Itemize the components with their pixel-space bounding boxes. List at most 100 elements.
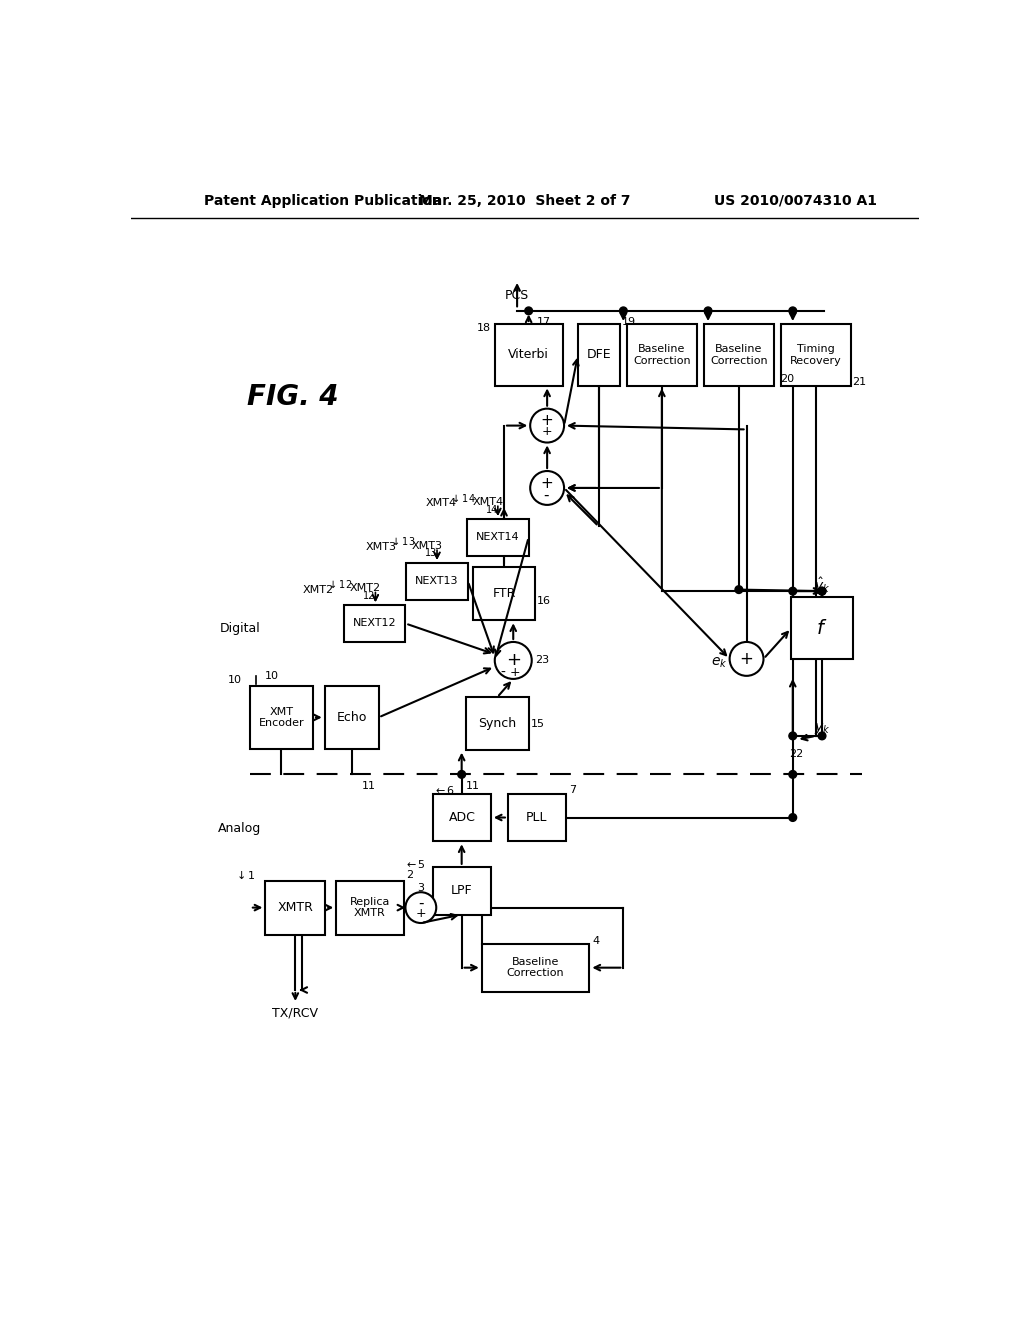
Text: FIG. 4: FIG. 4 [247,383,338,411]
Circle shape [788,587,797,595]
Text: NEXT13: NEXT13 [416,576,459,586]
Bar [336,880,403,935]
Text: 2: 2 [407,870,414,879]
Text: Replica
XMTR: Replica XMTR [350,896,390,919]
Text: 7: 7 [568,785,575,795]
Bar [433,867,490,915]
Text: Viterbi: Viterbi [508,348,549,362]
Circle shape [705,308,712,314]
Circle shape [788,813,797,821]
Circle shape [530,409,564,442]
Text: 13: 13 [425,548,437,558]
Text: DFE: DFE [587,348,611,362]
Text: Timing
Recovery: Timing Recovery [790,345,842,366]
Text: Baseline
Correction: Baseline Correction [507,957,564,978]
Bar [781,323,851,385]
Text: $\downarrow$12: $\downarrow$12 [328,578,352,590]
Bar [344,605,406,642]
Text: 11: 11 [466,781,479,791]
Text: 21: 21 [852,376,866,387]
Text: XMT4: XMT4 [472,496,504,507]
Text: +: + [542,425,552,438]
Bar [473,566,535,620]
Circle shape [818,733,826,739]
Bar [250,686,313,748]
Bar [265,880,326,935]
Text: US 2010/0074310 A1: US 2010/0074310 A1 [715,194,878,207]
Text: 16: 16 [538,597,551,606]
Text: XMT2: XMT2 [350,583,381,593]
Text: $\downarrow$1: $\downarrow$1 [234,869,256,880]
Text: +: + [506,652,521,669]
Circle shape [818,587,826,595]
Bar [578,323,621,385]
Text: $\hat{y}_k$: $\hat{y}_k$ [814,576,830,595]
Text: XMT2: XMT2 [303,585,334,594]
Text: Synch: Synch [478,717,516,730]
Text: Analog: Analog [218,822,261,834]
Text: +: + [739,649,754,668]
Text: Mar. 25, 2010  Sheet 2 of 7: Mar. 25, 2010 Sheet 2 of 7 [419,194,631,207]
Text: $\downarrow$13: $\downarrow$13 [389,536,415,548]
Text: 17: 17 [538,317,551,327]
Text: 3: 3 [418,883,424,892]
Bar [508,793,565,841]
Text: XMTR: XMTR [278,902,313,915]
Bar [467,519,528,556]
Text: 15: 15 [531,719,545,730]
Text: +: + [510,667,520,680]
Text: XMT3: XMT3 [412,541,442,550]
Circle shape [495,642,531,678]
Bar [495,323,562,385]
Circle shape [788,771,797,779]
Text: $\downarrow$14: $\downarrow$14 [451,492,476,503]
Text: Digital: Digital [219,622,260,635]
Bar [325,686,379,748]
Text: 10: 10 [265,671,280,681]
Text: ADC: ADC [449,810,475,824]
Text: NEXT14: NEXT14 [476,532,519,543]
Bar [466,697,528,750]
Text: FTR: FTR [493,587,516,601]
Text: Baseline
Correction: Baseline Correction [633,345,690,366]
Text: $\leftarrow$6: $\leftarrow$6 [433,784,455,796]
Circle shape [525,308,532,314]
Text: 23: 23 [535,656,549,665]
Bar [407,562,468,599]
Bar [433,793,490,841]
Text: 14: 14 [485,504,498,515]
Circle shape [735,586,742,594]
Text: $\leftarrow$5: $\leftarrow$5 [403,858,425,870]
Text: 20: 20 [779,374,794,384]
Circle shape [406,892,436,923]
Circle shape [818,587,826,595]
Text: $y_k$: $y_k$ [814,721,830,735]
Bar [628,323,696,385]
Text: 11: 11 [361,781,376,791]
Text: 12: 12 [364,591,376,601]
Text: NEXT12: NEXT12 [353,619,396,628]
Circle shape [730,642,764,676]
Text: -: - [500,665,505,680]
Text: 19: 19 [622,317,636,327]
Bar [705,323,773,385]
Text: LPF: LPF [452,884,473,898]
Text: 4: 4 [593,936,600,945]
Text: Echo: Echo [336,711,367,723]
Text: -: - [418,895,424,911]
Text: PLL: PLL [526,810,548,824]
Text: +: + [541,413,554,429]
Text: Baseline
Correction: Baseline Correction [710,345,768,366]
Text: 22: 22 [788,748,803,759]
Bar [792,597,853,659]
Text: -: - [543,487,548,503]
Text: 18: 18 [477,323,490,333]
Circle shape [458,771,466,779]
Text: $f$: $f$ [816,619,827,638]
Bar [481,944,590,991]
Text: XMT
Encoder: XMT Encoder [259,706,304,729]
Text: +: + [416,907,426,920]
Text: XMT3: XMT3 [366,543,396,552]
Text: 10: 10 [228,676,243,685]
Text: +: + [541,475,554,491]
